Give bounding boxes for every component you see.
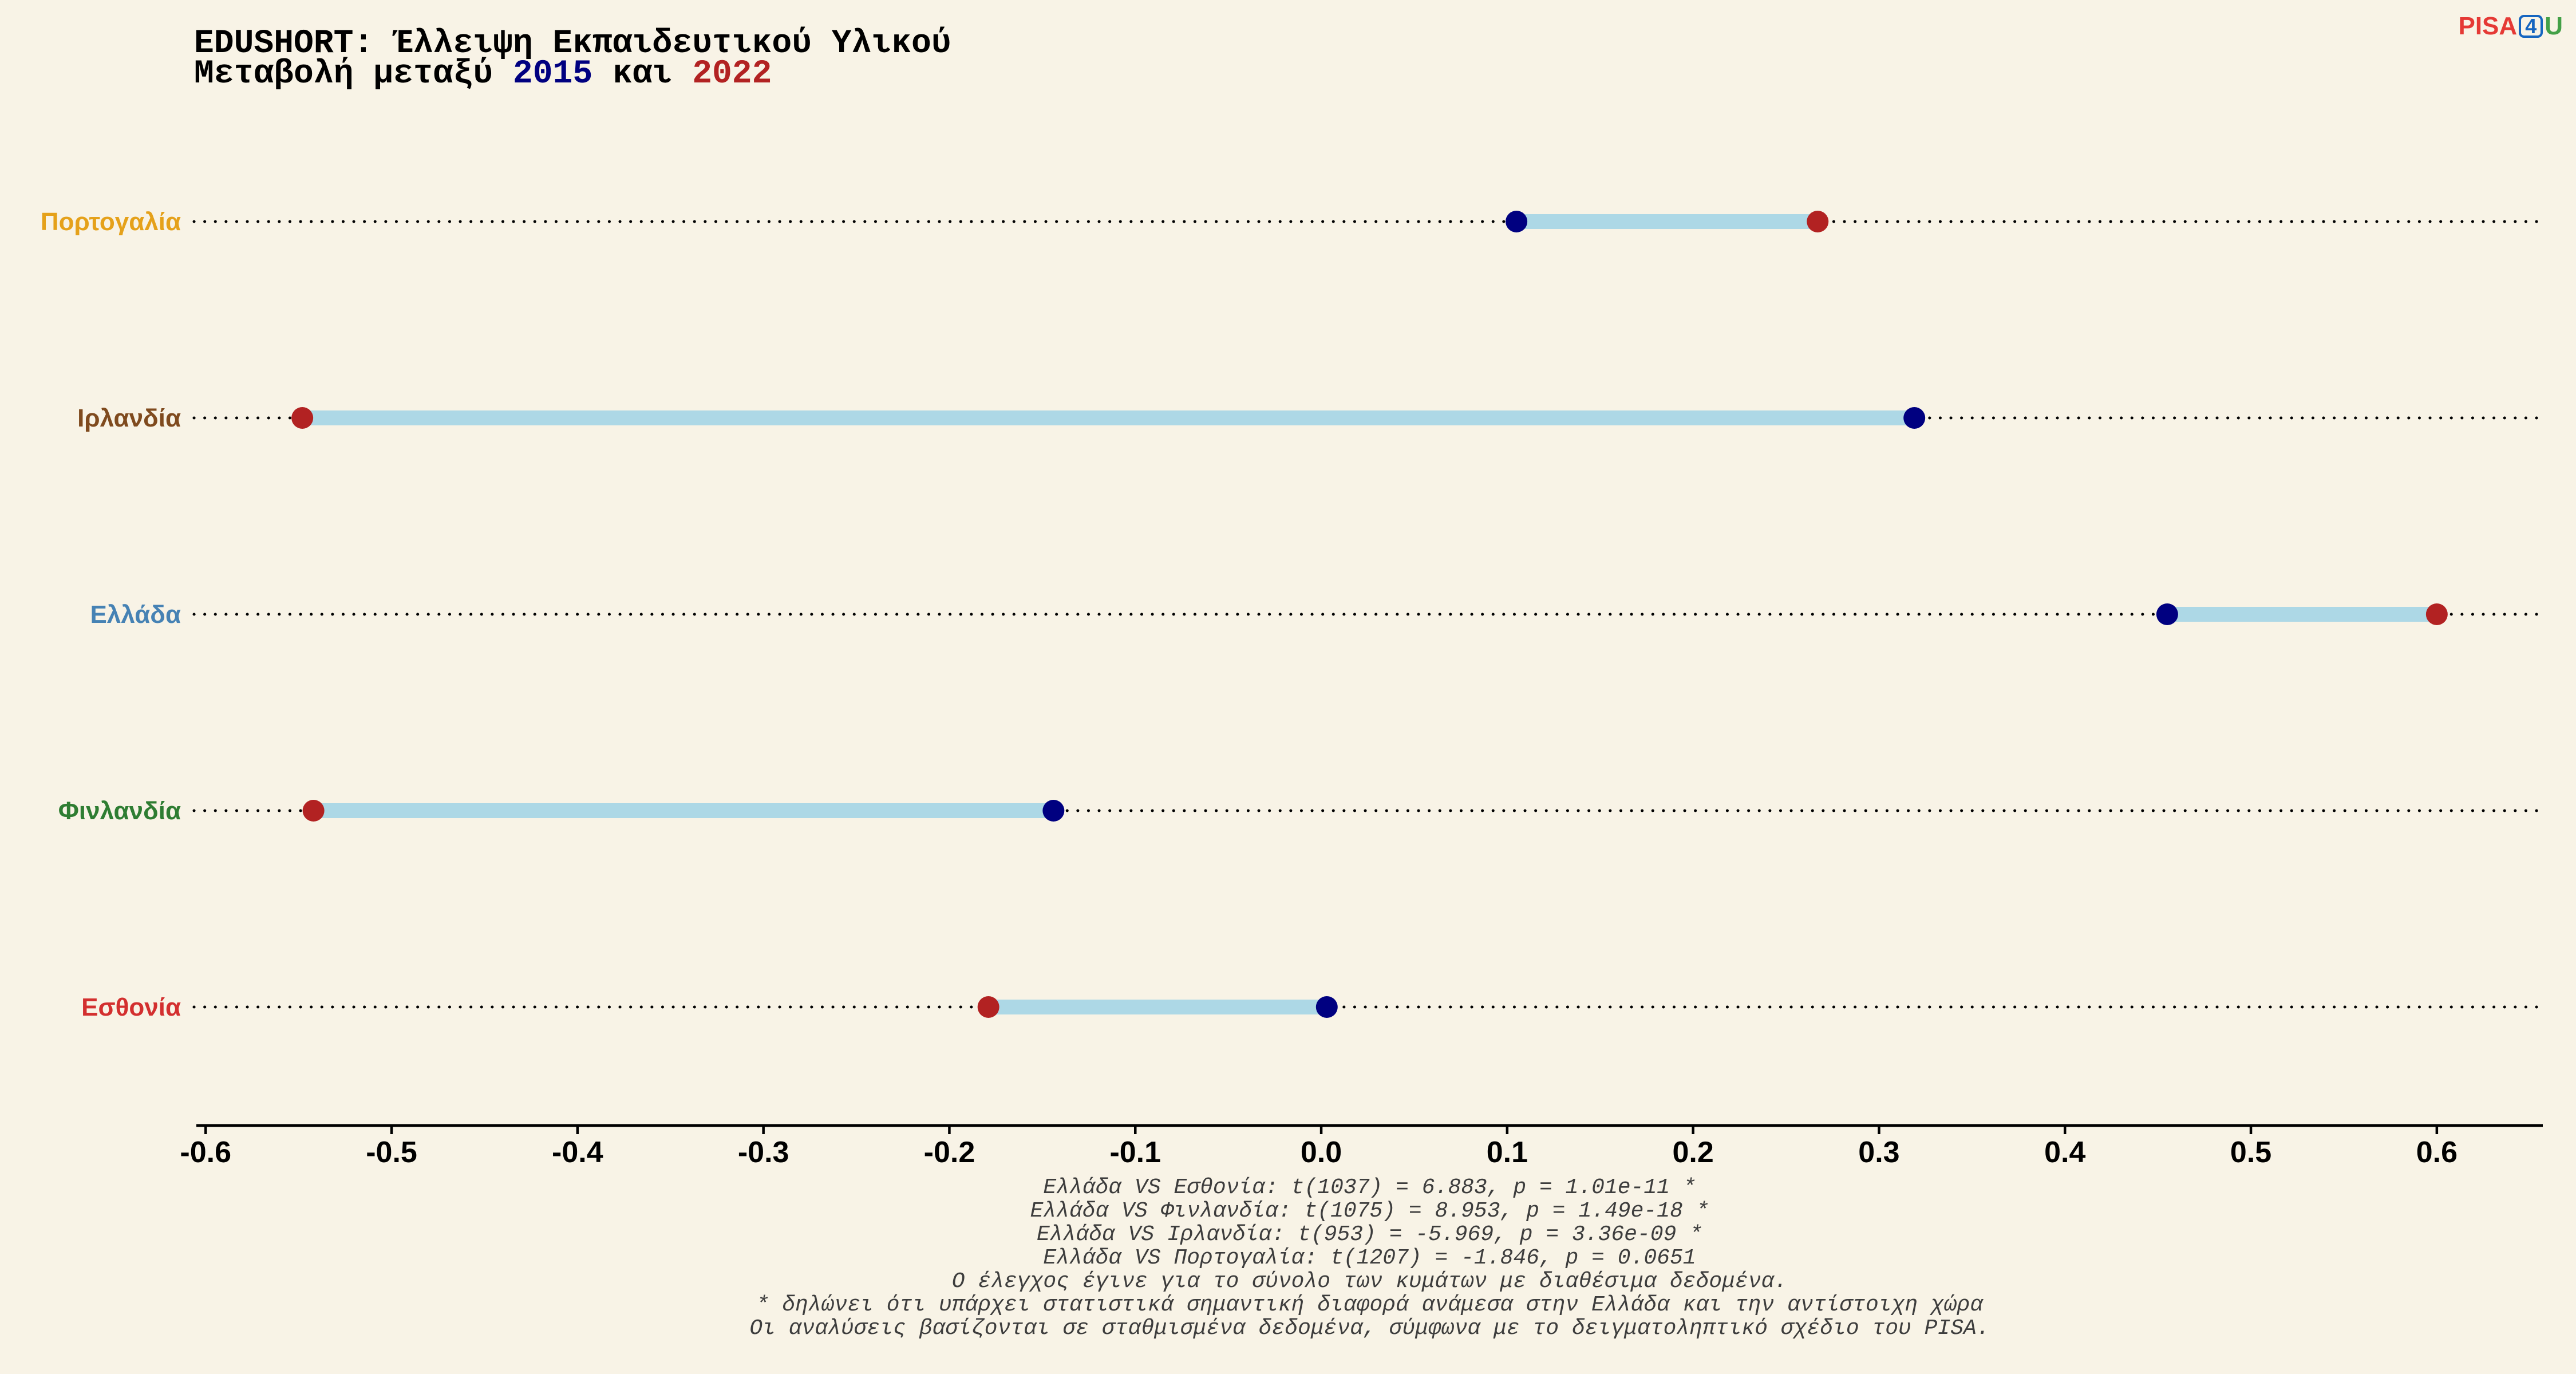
x-axis: -0.6 -0.5 -0.4 -0.3 -0.2 -0.1 0.0 0.1 0.2 0.3 0.4 0… [180,1124,2543,1169]
subtitle-conjunction: και [612,56,673,93]
footnote-test-estonia: Ελλάδα VS Εσθονία: t(1037) = 6.883, p = … [1043,1175,1696,1200]
row-label: Πορτογαλία [41,208,181,236]
x-tick-label: 0.1 [1487,1136,1528,1169]
dumbbell-segments [302,214,2437,1014]
chart-title-block: EDUSHORT: Έλλειψη Εκπαιδευτικού Υλικού Μ… [194,25,951,91]
footnote-significance: * δηλώνει ότι υπάρχει στατιστικά σημαντι… [756,1293,1984,1317]
x-tick-label: -0.1 [1109,1136,1161,1169]
row-label: Φινλανδία [58,797,181,825]
footnote-method: Ο έλεγχος έγινε για το σύνολο των κυμάτω… [951,1269,1788,1294]
x-tick-label: 0.2 [1673,1136,1714,1169]
x-tick-label: 0.3 [1858,1136,1899,1169]
x-tick-label: 0.4 [2044,1136,2085,1169]
point-2022 [2425,603,2448,625]
logo-text-u: U [2545,12,2563,40]
footnote-weighting: Οι αναλύσεις βασίζονται σε σταθμισμένα δ… [749,1316,1990,1341]
footnotes: Ελλάδα VS Εσθονία: t(1037) = 6.883, p = … [196,1176,2543,1340]
point-2015 [2156,603,2178,625]
point-2015 [1042,800,1065,822]
row-labels: Πορτογαλία Ιρλανδία Ελλάδα Φινλανδία Εσθονία [41,208,181,1021]
footnote-test-portugal: Ελλάδα VS Πορτογαλία: t(1207) = -1.846, … [1043,1246,1696,1270]
point-2015 [1903,407,1926,429]
logo-number-box: 4 [2519,15,2543,38]
chart-subtitle: Μεταβολή μεταξύ 2015 και 2022 [194,58,951,91]
row-label: Εσθονία [81,993,181,1021]
pisa4u-logo: PISA 4 U [2458,13,2563,40]
logo-text-pisa: PISA [2458,12,2518,40]
point-2022 [977,996,999,1018]
row-label: Ιρλανδία [77,404,181,432]
x-tick-label: 0.6 [2416,1136,2458,1169]
dumbbell-points [291,211,2448,1018]
x-tick-label: 0.0 [1301,1136,1342,1169]
x-tick-label: -0.6 [180,1136,231,1169]
subtitle-prefix: Μεταβολή μεταξύ [194,56,493,93]
footnote-test-finland: Ελλάδα VS Φινλανδία: t(1075) = 8.953, p … [1030,1199,1709,1223]
footnote-test-ireland: Ελλάδα VS Ιρλανδία: t(953) = -5.969, p =… [1037,1222,1702,1247]
x-tick-label: -0.5 [366,1136,417,1169]
chart-title: EDUSHORT: Έλλειψη Εκπαιδευτικού Υλικού [194,25,951,62]
subtitle-year-2022: 2022 [692,56,772,93]
x-tick-label: -0.4 [552,1136,603,1169]
subtitle-year-2015: 2015 [512,56,593,93]
point-2022 [1807,211,1829,232]
x-tick-label: 0.5 [2230,1136,2271,1169]
point-2022 [302,800,325,822]
row-label: Ελλάδα [90,601,181,629]
x-tick-label: -0.2 [924,1136,975,1169]
point-2015 [1315,996,1338,1018]
x-tick-label: -0.3 [738,1136,789,1169]
point-2022 [291,407,314,429]
point-2015 [1506,211,1528,232]
